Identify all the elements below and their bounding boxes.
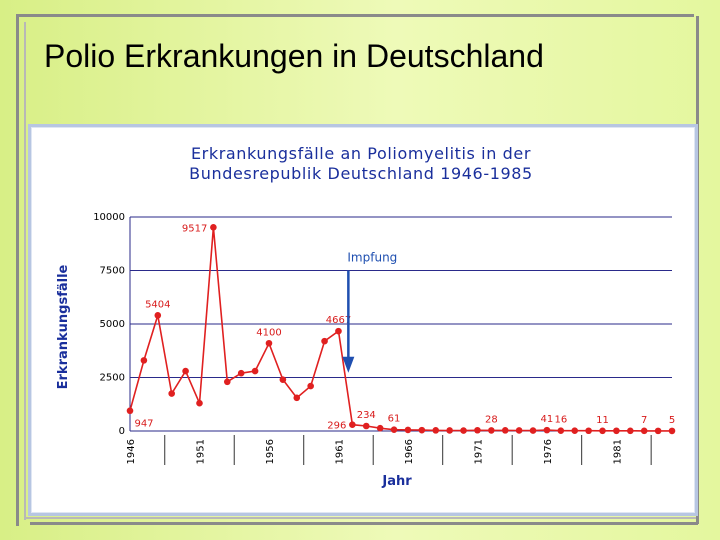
data-point xyxy=(613,427,620,435)
chart-title-line-1: Erkrankungsfälle an Poliomyelitis in der xyxy=(191,144,531,163)
data-point xyxy=(293,394,301,402)
x-axis-title: Jahr xyxy=(381,474,412,489)
data-point xyxy=(237,369,245,377)
y-tick-label: 5000 xyxy=(100,319,125,330)
data-point xyxy=(321,337,328,345)
data-point xyxy=(349,421,356,428)
data-point xyxy=(251,367,259,375)
data-label: 9517 xyxy=(182,223,207,234)
data-point xyxy=(376,424,384,432)
x-tick-label: 1976 xyxy=(543,439,554,464)
y-tick-label: 7500 xyxy=(100,266,125,277)
data-point xyxy=(515,427,523,434)
data-point xyxy=(474,426,481,434)
data-label: 4100 xyxy=(256,327,281,338)
data-label: 234 xyxy=(357,410,376,421)
data-point xyxy=(390,426,398,433)
x-tick-label: 1981 xyxy=(612,439,623,464)
annotation-label: Impfung xyxy=(347,251,397,265)
data-point xyxy=(557,427,565,434)
data-point xyxy=(460,427,467,434)
data-label: 5404 xyxy=(145,299,170,310)
data-point xyxy=(265,339,273,347)
x-tick-label: 1966 xyxy=(404,439,415,464)
data-label: 41 xyxy=(541,414,554,425)
data-point xyxy=(654,427,662,435)
data-point xyxy=(571,427,579,435)
axes: 0 2500 5000 7500 10000 1946 1951 1956 1961 1966 19… xyxy=(93,212,652,465)
data-point xyxy=(362,422,370,430)
series-line xyxy=(129,227,672,432)
x-tick-label: 1956 xyxy=(265,439,276,464)
data-labels: 947 5404 9517 4100 4667 296 234 61 28 41 16 11 7 5 xyxy=(134,223,675,431)
series-layer xyxy=(126,224,676,435)
data-point xyxy=(488,427,495,434)
frame-inner-bottom-line xyxy=(24,517,696,519)
x-tick-label: 1946 xyxy=(126,439,137,464)
data-point xyxy=(140,357,148,364)
chart-title-line-2: Bundesrepublik Deutschland 1946-1985 xyxy=(189,164,533,183)
data-point xyxy=(432,427,440,434)
data-point xyxy=(196,399,203,407)
data-point xyxy=(585,427,592,435)
data-label: 296 xyxy=(327,421,346,432)
x-tick-label: 1971 xyxy=(473,439,484,464)
frame-left-line xyxy=(16,14,19,526)
data-label: 7 xyxy=(641,415,647,426)
data-label: 4667 xyxy=(326,315,351,326)
data-point xyxy=(599,427,606,435)
x-tick-label: 1961 xyxy=(334,439,345,464)
data-label: 11 xyxy=(596,415,609,426)
data-point xyxy=(182,367,189,375)
data-label: 16 xyxy=(554,415,567,426)
annotation-arrow-head xyxy=(342,356,355,373)
data-point xyxy=(168,390,175,397)
data-point xyxy=(154,312,162,319)
polio-line-chart: Erkrankungsfälle an Poliomyelitis in der… xyxy=(56,144,676,489)
data-point xyxy=(640,427,648,435)
data-point xyxy=(210,224,217,231)
data-point xyxy=(307,382,314,390)
x-tick-label: 1951 xyxy=(195,439,206,464)
data-label: 5 xyxy=(669,415,675,426)
frame-top-line xyxy=(18,14,694,17)
data-point xyxy=(627,427,634,435)
frame-inner-left-line xyxy=(24,22,26,520)
chart-panel: Erkrankungsfälle an Poliomyelitis in der… xyxy=(28,124,698,516)
data-point xyxy=(446,427,453,434)
data-point xyxy=(126,407,134,415)
y-tick-label: 10000 xyxy=(93,212,125,223)
data-point xyxy=(335,327,342,335)
data-point xyxy=(543,426,551,434)
data-label: 947 xyxy=(134,419,153,430)
data-point xyxy=(223,378,231,386)
data-point xyxy=(279,376,287,383)
vaccination-annotation: Impfung xyxy=(342,251,397,373)
y-axis-title: Erkrankungsfälle xyxy=(56,264,71,389)
data-point xyxy=(668,427,676,435)
data-point xyxy=(404,426,412,434)
frame-bottom-line xyxy=(30,522,698,525)
data-label: 61 xyxy=(388,414,401,425)
slide-title: Polio Erkrankungen in Deutschland xyxy=(44,38,544,74)
y-tick-label: 2500 xyxy=(100,373,125,384)
data-point xyxy=(529,427,537,434)
data-label: 28 xyxy=(485,414,498,425)
y-tick-label: 0 xyxy=(119,426,125,437)
data-point xyxy=(418,426,426,434)
data-point xyxy=(501,427,509,434)
